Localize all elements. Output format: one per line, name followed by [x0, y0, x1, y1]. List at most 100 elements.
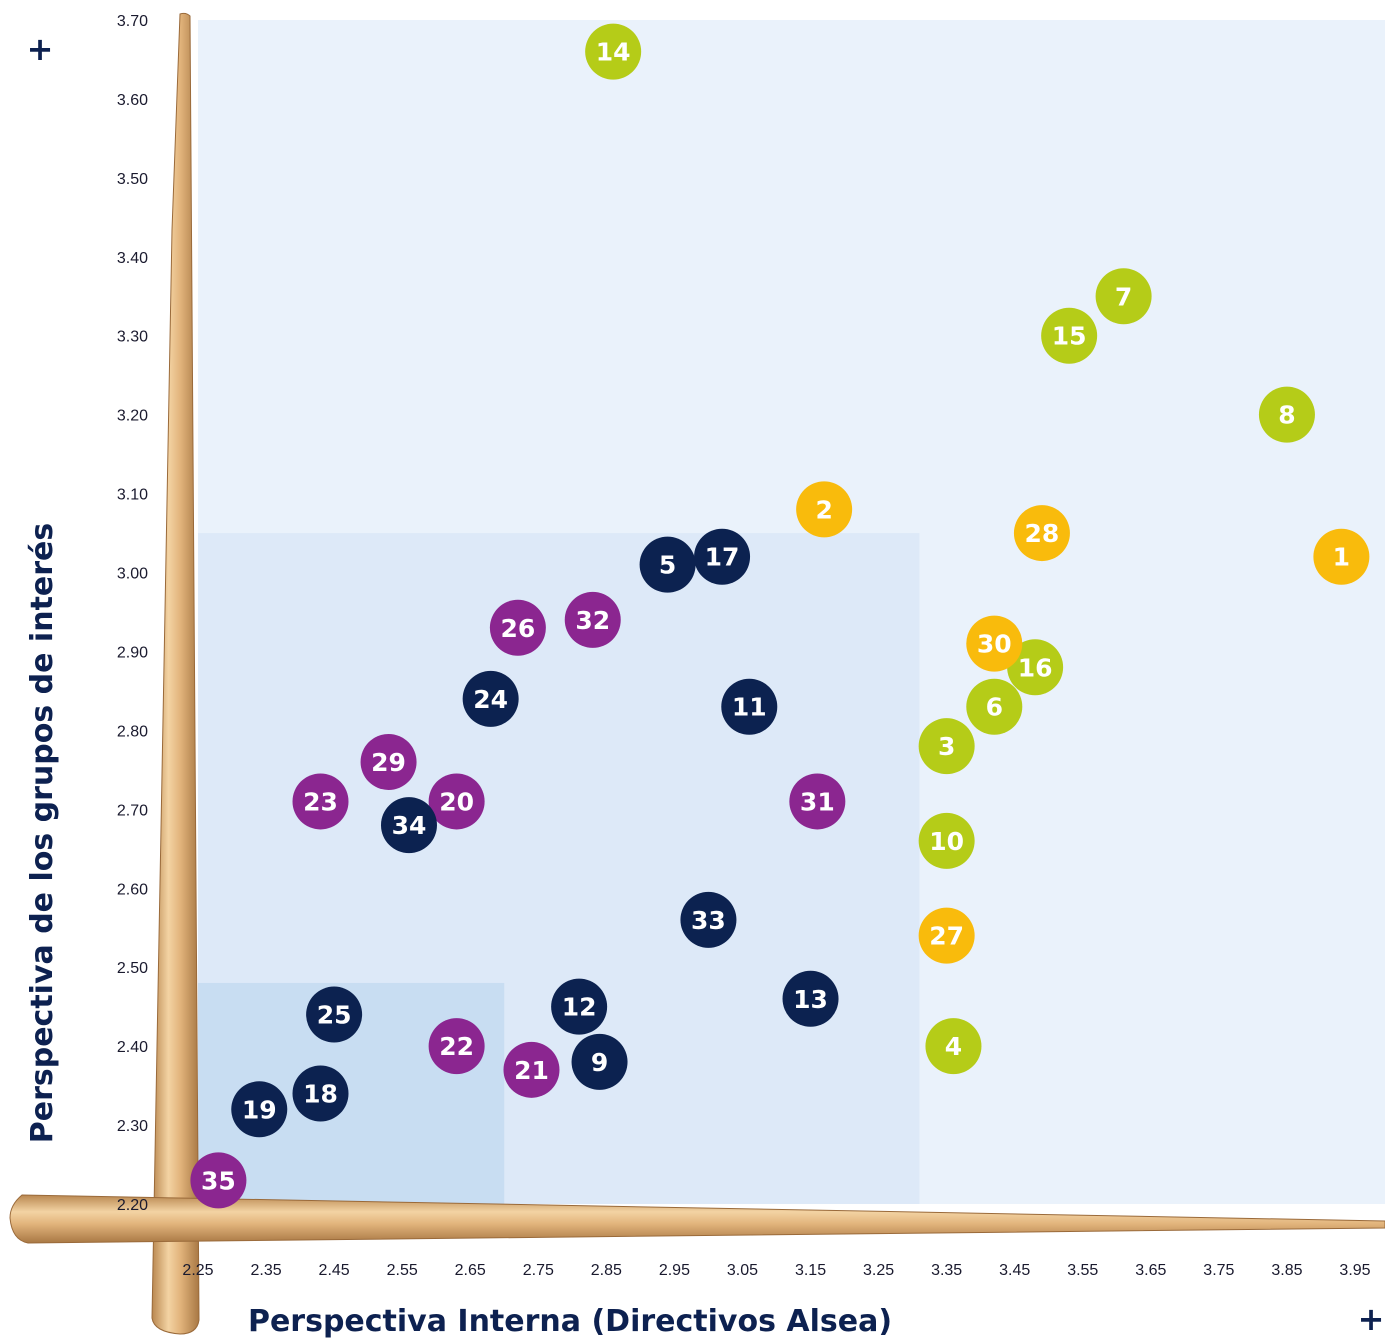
data-point-marker	[428, 1018, 485, 1075]
data-point-26: 26	[489, 599, 546, 656]
x-tick-label: 3.85	[1271, 1262, 1302, 1279]
data-point-marker	[564, 591, 621, 648]
data-point-32: 32	[564, 591, 621, 648]
data-point-marker	[462, 670, 519, 727]
data-point-marker	[782, 970, 839, 1027]
data-point-marker	[231, 1081, 288, 1138]
data-point-marker	[796, 481, 853, 538]
data-point-marker	[918, 907, 975, 964]
x-tick-label: 3.55	[1067, 1262, 1098, 1279]
x-tick-label: 2.45	[319, 1262, 350, 1279]
data-point-marker	[1041, 307, 1098, 364]
data-point-29: 29	[360, 733, 417, 790]
data-point-11: 11	[721, 678, 778, 735]
data-point-3: 3	[918, 718, 975, 775]
data-point-label: 1	[1333, 543, 1350, 572]
data-point-label: 17	[705, 543, 740, 572]
data-point-label: 28	[1025, 519, 1060, 548]
data-point-marker	[190, 1152, 247, 1209]
data-point-label: 2	[815, 495, 832, 524]
data-point-label: 31	[800, 787, 835, 816]
x-axis-stick	[9, 1194, 1385, 1244]
data-point-label: 18	[303, 1079, 338, 1108]
y-tick-label: 2.20	[117, 1197, 148, 1214]
data-point-marker	[292, 1065, 349, 1122]
x-tick-label: 3.35	[931, 1262, 962, 1279]
y-axis-plus-sign: +	[27, 30, 54, 68]
data-point-label: 10	[929, 827, 964, 856]
data-point-15: 15	[1041, 307, 1098, 364]
data-point-marker	[489, 599, 546, 656]
data-point-marker	[1095, 268, 1152, 325]
data-point-6: 6	[966, 678, 1023, 735]
data-point-label: 8	[1278, 401, 1295, 430]
data-point-marker	[694, 528, 751, 585]
y-tick-label: 3.00	[117, 566, 148, 583]
data-point-label: 16	[1018, 653, 1053, 682]
x-tick-label: 2.25	[182, 1262, 213, 1279]
y-axis-ticks: 2.20 2.30 2.40 2.50 2.60 2.70 2.80 2.90 3.00 3.10…	[117, 13, 148, 1214]
data-point-marker	[306, 986, 363, 1043]
x-tick-label: 2.65	[455, 1262, 486, 1279]
data-point-marker	[551, 978, 608, 1035]
data-point-14: 14	[585, 23, 642, 80]
y-tick-label: 3.50	[117, 171, 148, 188]
y-tick-label: 2.90	[117, 644, 148, 661]
data-point-label: 30	[977, 630, 1012, 659]
data-point-marker	[789, 773, 846, 830]
data-point-label: 5	[659, 551, 676, 580]
data-point-label: 21	[514, 1056, 549, 1085]
data-point-16: 16	[1007, 639, 1064, 696]
x-tick-label: 3.95	[1339, 1262, 1370, 1279]
data-point-1: 1	[1313, 528, 1370, 585]
data-point-label: 13	[793, 985, 828, 1014]
data-point-35: 35	[190, 1152, 247, 1209]
y-tick-label: 3.20	[117, 408, 148, 425]
data-point-18: 18	[292, 1065, 349, 1122]
data-point-4: 4	[925, 1018, 982, 1075]
data-point-label: 4	[945, 1032, 962, 1061]
background-zones	[198, 20, 1385, 1204]
x-axis-title: Perspectiva Interna (Directivos Alsea)	[248, 1304, 892, 1339]
data-point-marker	[428, 773, 485, 830]
data-point-label: 12	[562, 993, 597, 1022]
data-point-marker	[680, 891, 737, 948]
data-point-marker	[571, 1033, 628, 1090]
data-point-22: 22	[428, 1018, 485, 1075]
data-point-marker	[585, 23, 642, 80]
data-point-label: 26	[500, 614, 535, 643]
x-axis-plus-sign: +	[1358, 1300, 1385, 1338]
data-point-label: 9	[591, 1048, 608, 1077]
data-point-28: 28	[1013, 505, 1070, 562]
y-axis-title: Perspectiva de los grupos de interés	[25, 523, 60, 1144]
data-point-21: 21	[503, 1041, 560, 1098]
data-point-34: 34	[380, 797, 437, 854]
x-tick-label: 2.55	[387, 1262, 418, 1279]
data-point-marker	[1013, 505, 1070, 562]
x-tick-label: 2.35	[250, 1262, 281, 1279]
data-point-27: 27	[918, 907, 975, 964]
data-point-label: 22	[439, 1032, 474, 1061]
data-point-label: 27	[929, 922, 964, 951]
data-point-marker	[966, 615, 1023, 672]
y-tick-label: 2.70	[117, 802, 148, 819]
x-tick-label: 2.85	[591, 1262, 622, 1279]
x-tick-label: 2.95	[659, 1262, 690, 1279]
data-point-25: 25	[306, 986, 363, 1043]
data-point-marker	[639, 536, 696, 593]
data-point-marker	[360, 733, 417, 790]
data-point-20: 20	[428, 773, 485, 830]
y-axis-stick	[151, 12, 200, 1335]
data-point-marker	[503, 1041, 560, 1098]
data-point-12: 12	[551, 978, 608, 1035]
data-point-33: 33	[680, 891, 737, 948]
data-point-marker	[1313, 528, 1370, 585]
data-point-label: 3	[938, 732, 955, 761]
data-point-marker	[925, 1018, 982, 1075]
y-tick-label: 3.60	[117, 92, 148, 109]
y-tick-label: 3.10	[117, 487, 148, 504]
data-point-label: 33	[691, 906, 726, 935]
data-point-23: 23	[292, 773, 349, 830]
data-point-label: 29	[371, 748, 406, 777]
